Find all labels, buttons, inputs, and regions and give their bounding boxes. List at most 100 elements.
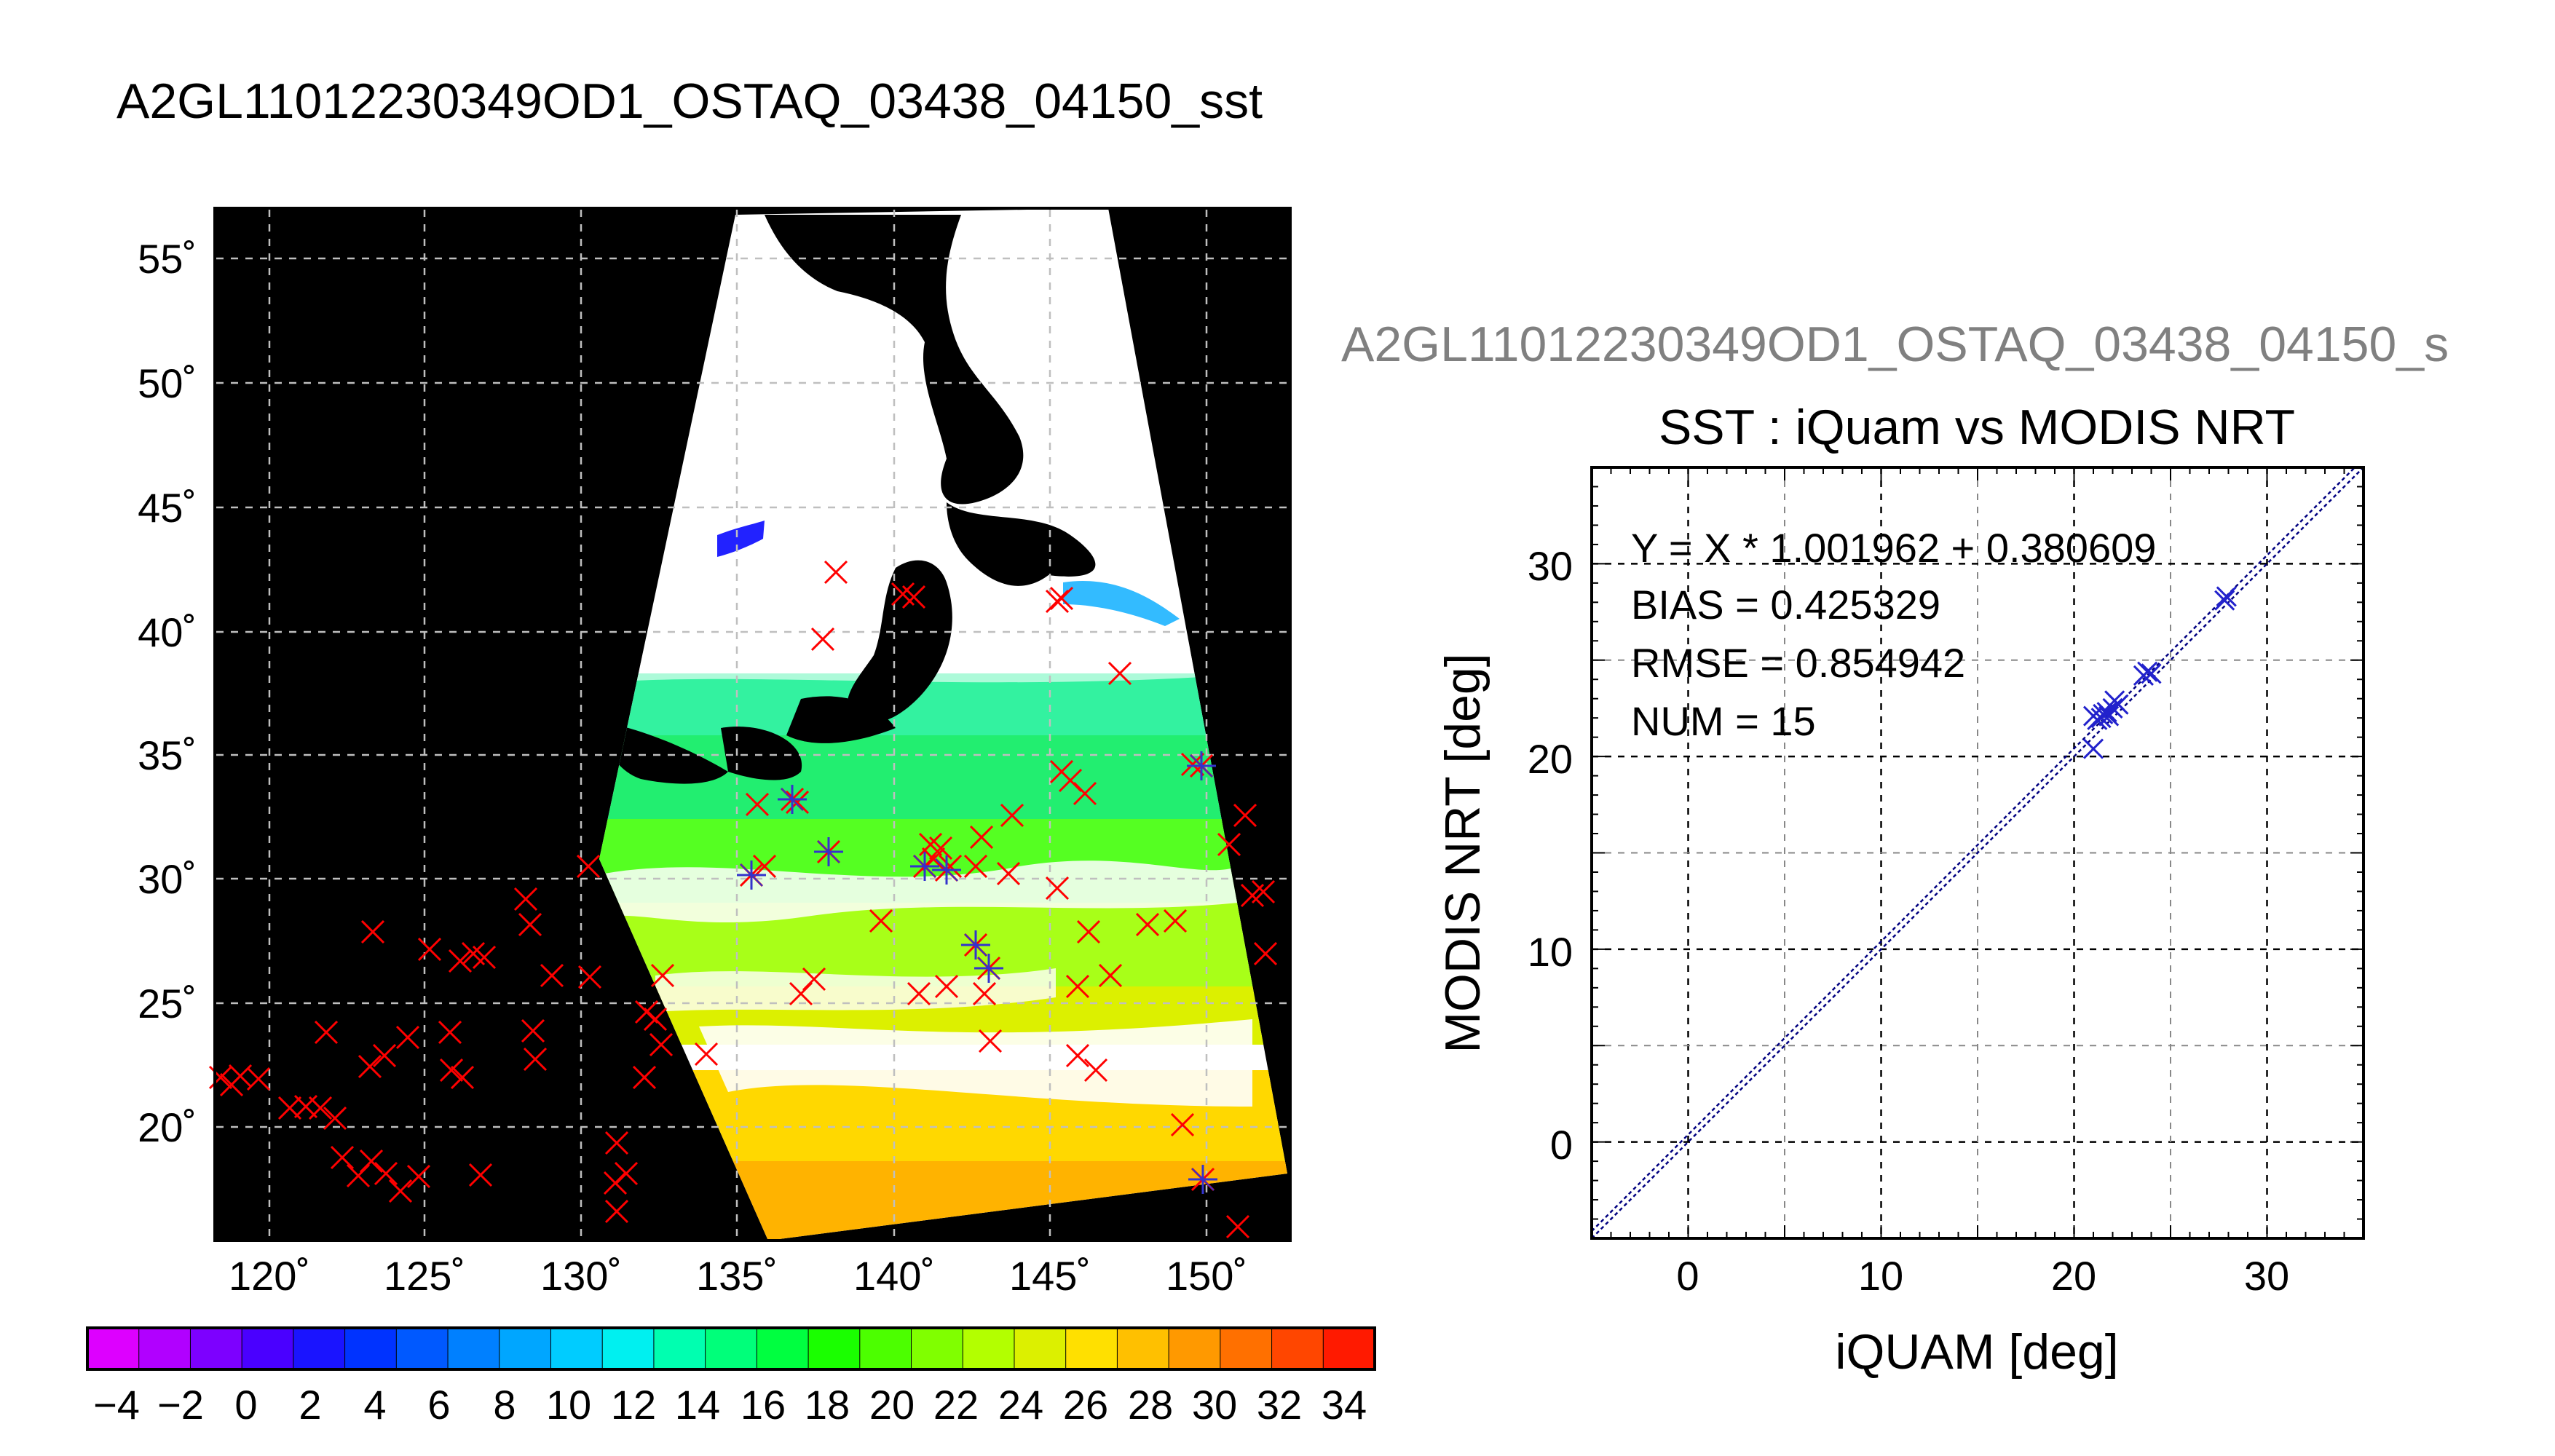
scatter-x-axis-label: iQUAM [deg] xyxy=(1835,1324,2118,1380)
x-tick-label: 0 xyxy=(1676,1253,1699,1299)
colorbar-tick-label: 34 xyxy=(1322,1382,1367,1428)
buoy-marker xyxy=(1073,781,1097,806)
colorbar-cell xyxy=(190,1328,242,1369)
matchup-marker xyxy=(737,860,766,890)
lon-label: 125˚ xyxy=(384,1253,465,1299)
buoy-marker xyxy=(1170,1112,1195,1137)
rmse-value: RMSE = 0.854942 xyxy=(1631,640,1965,686)
lon-label: 130˚ xyxy=(540,1253,622,1299)
buoy-marker xyxy=(694,1042,719,1067)
colorbar-cell xyxy=(859,1328,912,1369)
x-tick-label: 10 xyxy=(1858,1253,1903,1299)
scatter-title: SST : iQuam vs MODIS NRT xyxy=(1659,400,2295,455)
buoy-marker xyxy=(468,1163,493,1187)
colorbar-cell xyxy=(757,1328,809,1369)
y-tick-label: 10 xyxy=(1528,929,1573,975)
map-grid xyxy=(216,210,1289,1239)
y-tick-label: 30 xyxy=(1528,543,1573,589)
colorbar-cell xyxy=(87,1328,140,1369)
buoy-marker xyxy=(540,963,564,988)
colorbar-tick-label: 12 xyxy=(611,1382,656,1428)
buoy-marker xyxy=(650,963,675,988)
lat-label: 30˚ xyxy=(138,856,197,902)
buoy-marker xyxy=(1135,912,1160,937)
scatter-header: A2GL11012230349OD1_OSTAQ_03438_04150_s xyxy=(1341,317,2449,372)
colorbar-cell xyxy=(1065,1328,1118,1369)
matchup-marker xyxy=(778,785,807,814)
matchup-marker xyxy=(974,954,1003,983)
lat-label: 20˚ xyxy=(138,1104,197,1150)
buoy-marker xyxy=(907,981,931,1006)
lon-label: 140˚ xyxy=(853,1253,935,1299)
buoy-marker xyxy=(802,967,826,992)
lat-label: 50˚ xyxy=(138,360,197,406)
colorbar-tick-label: 32 xyxy=(1257,1382,1302,1428)
buoy-marker xyxy=(1251,879,1276,904)
colorbar-tick-label: −2 xyxy=(157,1382,204,1428)
buoy-marker xyxy=(824,560,848,585)
colorbar-tick-label: 16 xyxy=(741,1382,786,1428)
scatter-points xyxy=(2082,586,2237,759)
buoy-marker xyxy=(417,937,442,962)
fit-equation: Y = X * 1.001962 + 0.380609 xyxy=(1631,525,2156,571)
buoy-marker xyxy=(996,861,1021,886)
matchup-marker xyxy=(1187,751,1216,780)
buoy-marker xyxy=(972,981,997,1006)
buoy-marker xyxy=(372,1043,397,1068)
sst-map: 55˚ 50˚ 45˚ 40˚ 35˚ 30˚ 25˚ 20˚ 120˚ 125… xyxy=(138,207,1292,1299)
colorbar-cell xyxy=(499,1328,551,1369)
x-tick-label: 30 xyxy=(2244,1253,2289,1299)
lat-label: 25˚ xyxy=(138,981,197,1026)
buoy-marker xyxy=(634,1000,659,1024)
colorbar-cell xyxy=(1271,1328,1324,1369)
buoy-marker xyxy=(448,949,473,973)
buoy-marker xyxy=(1233,803,1257,828)
buoy-marker xyxy=(374,1161,398,1186)
buoy-marker xyxy=(246,1067,271,1091)
buoy-marker xyxy=(518,912,542,937)
buoy-marker xyxy=(901,585,926,609)
lat-axis-labels: 55˚ 50˚ 45˚ 40˚ 35˚ 30˚ 25˚ 20˚ xyxy=(138,236,197,1150)
colorbar-cell xyxy=(1323,1328,1375,1369)
colorbar-cell xyxy=(344,1328,397,1369)
colorbar-cell xyxy=(963,1328,1015,1369)
colorbar: −4 −2 0 2 4 6 8 10 12 14 16 18 20 22 24 … xyxy=(86,1326,1376,1428)
buoy-marker xyxy=(1049,586,1074,611)
buoy-marker xyxy=(308,1096,333,1120)
colorbar-tick-label: 22 xyxy=(933,1382,979,1428)
buoy-marker xyxy=(388,1179,413,1203)
colorbar-cell xyxy=(1169,1328,1221,1369)
buoy-marker xyxy=(521,1018,545,1043)
lat-label: 35˚ xyxy=(138,732,197,778)
buoy-marker xyxy=(358,1054,382,1079)
buoy-markers xyxy=(208,560,1278,1239)
scatter-point xyxy=(2141,663,2162,684)
colorbar-cell xyxy=(396,1328,449,1369)
buoy-marker xyxy=(1065,974,1090,999)
buoy-marker xyxy=(450,1065,475,1090)
colorbar-cell xyxy=(653,1328,706,1369)
colorbar-tick-label: −4 xyxy=(93,1382,140,1428)
colorbar-tick-label: 30 xyxy=(1192,1382,1237,1428)
buoy-marker xyxy=(1098,963,1123,988)
colorbar-cell xyxy=(808,1328,861,1369)
scatter-point xyxy=(2082,738,2104,759)
colorbar-tick-label: 8 xyxy=(493,1382,516,1428)
colorbar-cell xyxy=(911,1328,963,1369)
matchup-marker xyxy=(961,930,990,960)
buoy-marker xyxy=(1000,803,1024,828)
buoy-marker xyxy=(604,1199,629,1224)
scatter-point xyxy=(2137,661,2158,682)
colorbar-tick-label: 26 xyxy=(1063,1382,1108,1428)
colorbar-tick-label: 14 xyxy=(675,1382,720,1428)
buoy-marker xyxy=(978,1029,1003,1053)
colorbar-cell xyxy=(138,1328,191,1369)
buoy-marker xyxy=(439,1058,464,1083)
scatter-point xyxy=(2093,703,2114,724)
buoy-marker xyxy=(785,790,810,815)
bias-value: BIAS = 0.425329 xyxy=(1631,582,1940,628)
buoy-marker xyxy=(406,1164,431,1189)
scatter-y-axis-label: MODIS NRT [deg] xyxy=(1435,653,1490,1053)
buoy-marker xyxy=(1217,832,1241,857)
